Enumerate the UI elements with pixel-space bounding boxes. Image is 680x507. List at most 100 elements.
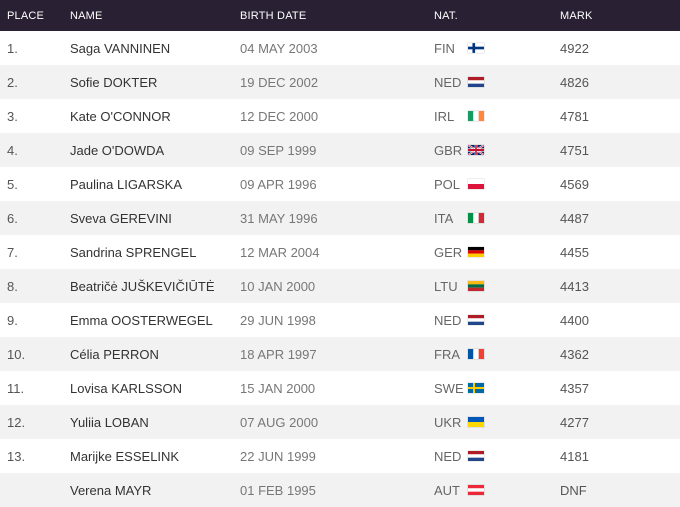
nat-code: POL bbox=[434, 176, 461, 192]
table-row[interactable]: Verena MAYR 01 FEB 1995 AUT DNF bbox=[0, 473, 680, 507]
header-nat[interactable]: NAT. bbox=[434, 9, 458, 22]
athlete-name[interactable]: Beatričė JUŠKEVIČIŪTĖ bbox=[70, 278, 215, 294]
row-place: 4. bbox=[7, 142, 18, 158]
table-row[interactable]: 7. Sandrina SPRENGEL 12 MAR 2004 GER 4455 bbox=[0, 235, 680, 269]
nationality: NED bbox=[434, 313, 560, 328]
nat-code: LTU bbox=[434, 278, 458, 294]
table-row[interactable]: 3. Kate O'CONNOR 12 DEC 2000 IRL 4781 bbox=[0, 99, 680, 133]
birth-date: 09 APR 1996 bbox=[240, 176, 317, 192]
athlete-name[interactable]: Sveva GEREVINI bbox=[70, 210, 172, 226]
nationality: SWE bbox=[434, 381, 560, 396]
mark-value: 4751 bbox=[560, 142, 589, 158]
flag-ger-icon bbox=[468, 247, 484, 257]
row-place: 13. bbox=[7, 448, 26, 464]
table-row[interactable]: 11. Lovisa KARLSSON 15 JAN 2000 SWE 4357 bbox=[0, 371, 680, 405]
nat-code: NED bbox=[434, 448, 462, 464]
nat-code: AUT bbox=[434, 482, 460, 498]
row-place: 8. bbox=[7, 278, 18, 294]
table-row[interactable]: 1. Saga VANNINEN 04 MAY 2003 FIN 4922 bbox=[0, 31, 680, 65]
birth-date: 10 JAN 2000 bbox=[240, 278, 316, 294]
birth-date: 09 SEP 1999 bbox=[240, 142, 317, 158]
mark-value: DNF bbox=[560, 482, 587, 498]
athlete-name[interactable]: Célia PERRON bbox=[70, 346, 159, 362]
nationality: GER bbox=[434, 245, 560, 260]
nat-code: UKR bbox=[434, 414, 462, 430]
birth-date: 12 MAR 2004 bbox=[240, 244, 320, 260]
mark-value: 4487 bbox=[560, 210, 589, 226]
athlete-name[interactable]: Sofie DOKTER bbox=[70, 74, 158, 90]
row-place: 1. bbox=[7, 40, 18, 56]
athlete-name[interactable]: Marijke ESSELINK bbox=[70, 448, 180, 464]
birth-date: 22 JUN 1999 bbox=[240, 448, 316, 464]
nat-code: NED bbox=[434, 74, 462, 90]
athlete-name[interactable]: Kate O'CONNOR bbox=[70, 108, 171, 124]
nationality: LTU bbox=[434, 279, 560, 294]
athlete-name[interactable]: Jade O'DOWDA bbox=[70, 142, 165, 158]
athlete-name[interactable]: Saga VANNINEN bbox=[70, 40, 171, 56]
nationality: NED bbox=[434, 75, 560, 90]
table-row[interactable]: 4. Jade O'DOWDA 09 SEP 1999 GBR 4751 bbox=[0, 133, 680, 167]
birth-date: 07 AUG 2000 bbox=[240, 414, 319, 430]
mark-value: 4781 bbox=[560, 108, 589, 124]
flag-swe-icon bbox=[468, 383, 484, 393]
header-place[interactable]: PLACE bbox=[7, 9, 45, 22]
birth-date: 18 APR 1997 bbox=[240, 346, 317, 362]
table-body: 1. Saga VANNINEN 04 MAY 2003 FIN 4922 2. Sofie… bbox=[0, 31, 680, 507]
nationality: IRL bbox=[434, 109, 560, 124]
nationality: AUT bbox=[434, 483, 560, 498]
row-place: 12. bbox=[7, 414, 26, 430]
row-place: 10. bbox=[7, 346, 26, 362]
table-row[interactable]: 10. Célia PERRON 18 APR 1997 FRA 4362 bbox=[0, 337, 680, 371]
header-birth-date[interactable]: BIRTH DATE bbox=[240, 9, 307, 22]
row-place: 3. bbox=[7, 108, 18, 124]
header-name[interactable]: NAME bbox=[70, 9, 103, 22]
athlete-name[interactable]: Verena MAYR bbox=[70, 482, 152, 498]
birth-date: 31 MAY 1996 bbox=[240, 210, 318, 226]
table-row[interactable]: 2. Sofie DOKTER 19 DEC 2002 NED 4826 bbox=[0, 65, 680, 99]
nationality: FRA bbox=[434, 347, 560, 362]
flag-ltu-icon bbox=[468, 281, 484, 291]
header-mark[interactable]: MARK bbox=[560, 9, 593, 22]
birth-date: 12 DEC 2000 bbox=[240, 108, 319, 124]
flag-ned-icon bbox=[468, 77, 484, 87]
nat-code: SWE bbox=[434, 380, 464, 396]
table-row[interactable]: 12. Yuliia LOBAN 07 AUG 2000 UKR 4277 bbox=[0, 405, 680, 439]
row-place: 2. bbox=[7, 74, 18, 90]
row-place: 6. bbox=[7, 210, 18, 226]
flag-irl-icon bbox=[468, 111, 484, 121]
row-place: 7. bbox=[7, 244, 18, 260]
flag-ita-icon bbox=[468, 213, 484, 223]
birth-date: 15 JAN 2000 bbox=[240, 380, 316, 396]
mark-value: 4400 bbox=[560, 312, 589, 328]
flag-aut-icon bbox=[468, 485, 484, 495]
birth-date: 01 FEB 1995 bbox=[240, 482, 316, 498]
table-row[interactable]: 5. Paulina LIGARSKA 09 APR 1996 POL 4569 bbox=[0, 167, 680, 201]
table-row[interactable]: 13. Marijke ESSELINK 22 JUN 1999 NED 4181 bbox=[0, 439, 680, 473]
table-header: PLACE NAME BIRTH DATE NAT. MARK bbox=[0, 0, 680, 31]
athlete-name[interactable]: Paulina LIGARSKA bbox=[70, 176, 183, 192]
athlete-name[interactable]: Sandrina SPRENGEL bbox=[70, 244, 197, 260]
flag-gbr-icon bbox=[468, 145, 484, 155]
mark-value: 4362 bbox=[560, 346, 589, 362]
mark-value: 4569 bbox=[560, 176, 589, 192]
table-row[interactable]: 9. Emma OOSTERWEGEL 29 JUN 1998 NED 4400 bbox=[0, 303, 680, 337]
table-row[interactable]: 8. Beatričė JUŠKEVIČIŪTĖ 10 JAN 2000 LTU 441… bbox=[0, 269, 680, 303]
nat-code: IRL bbox=[434, 108, 455, 124]
table-row[interactable]: 6. Sveva GEREVINI 31 MAY 1996 ITA 4487 bbox=[0, 201, 680, 235]
nat-code: NED bbox=[434, 312, 462, 328]
nat-code: FIN bbox=[434, 40, 455, 56]
flag-ned-icon bbox=[468, 315, 484, 325]
nat-code: ITA bbox=[434, 210, 454, 226]
athlete-name[interactable]: Yuliia LOBAN bbox=[70, 414, 149, 430]
athlete-name[interactable]: Lovisa KARLSSON bbox=[70, 380, 182, 396]
birth-date: 29 JUN 1998 bbox=[240, 312, 316, 328]
birth-date: 04 MAY 2003 bbox=[240, 40, 318, 56]
nat-code: FRA bbox=[434, 346, 460, 362]
flag-pol-icon bbox=[468, 179, 484, 189]
mark-value: 4922 bbox=[560, 40, 589, 56]
athlete-name[interactable]: Emma OOSTERWEGEL bbox=[70, 312, 213, 328]
nationality: FIN bbox=[434, 41, 560, 56]
flag-fin-icon bbox=[468, 43, 484, 53]
mark-value: 4455 bbox=[560, 244, 589, 260]
flag-ukr-icon bbox=[468, 417, 484, 427]
